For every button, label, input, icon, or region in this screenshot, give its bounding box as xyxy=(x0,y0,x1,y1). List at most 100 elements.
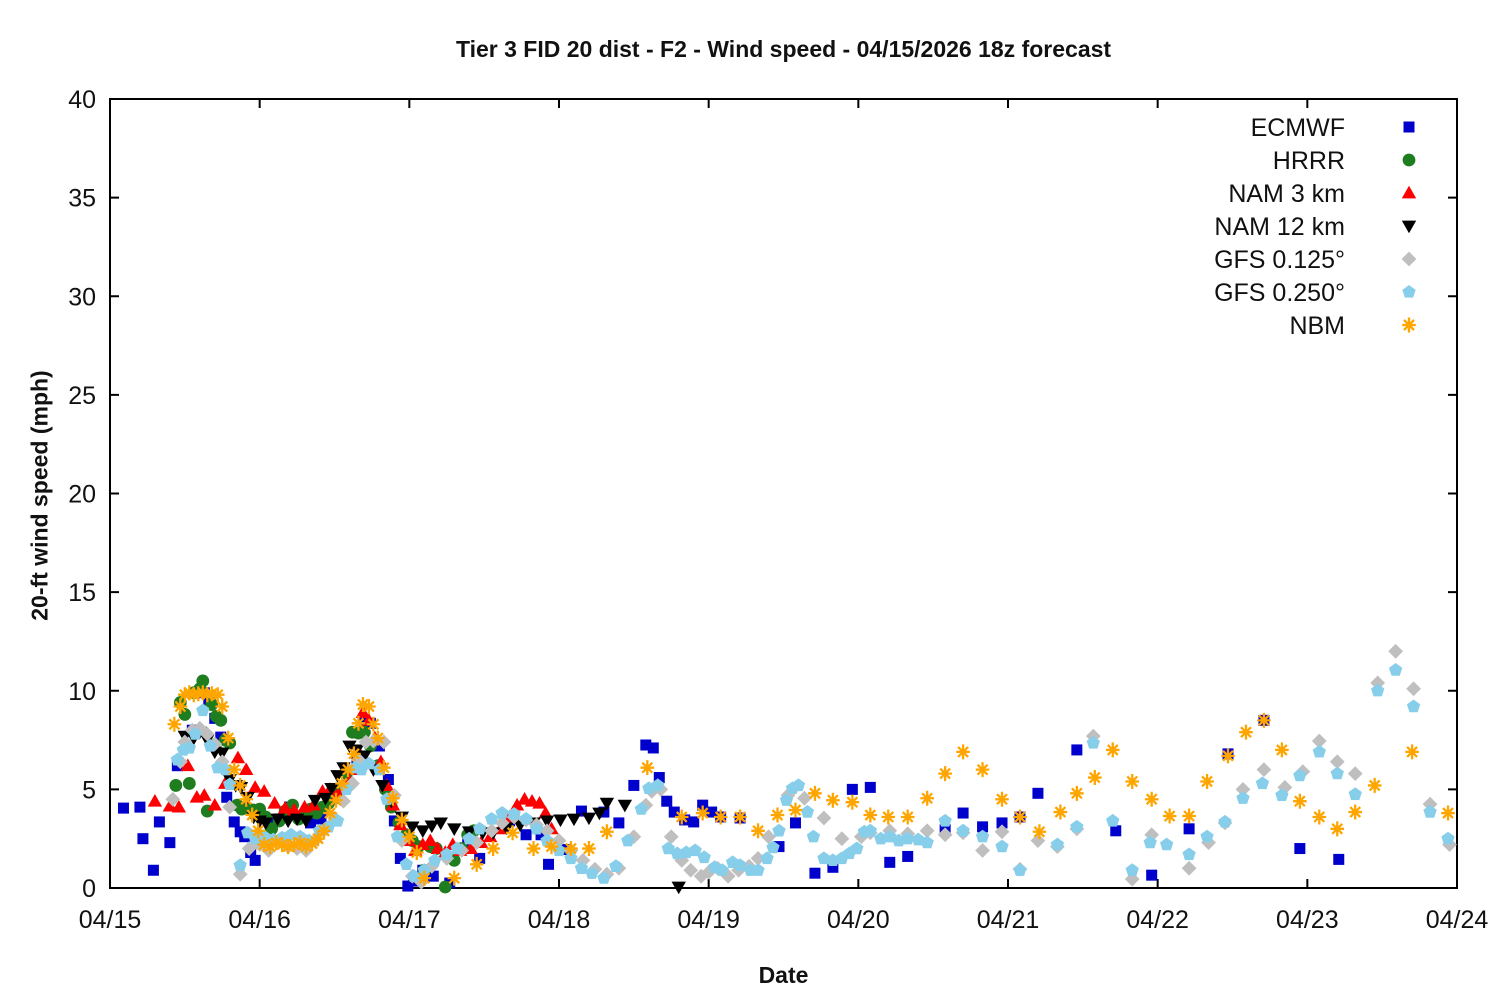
data-point xyxy=(203,738,217,752)
data-point xyxy=(574,861,589,874)
data-point xyxy=(529,821,544,835)
data-point xyxy=(199,726,215,742)
data-point xyxy=(162,798,178,812)
data-point xyxy=(233,858,247,871)
x-tick-label: 04/16 xyxy=(228,906,291,934)
data-point xyxy=(153,816,165,828)
data-point xyxy=(261,843,277,858)
data-point xyxy=(178,687,192,703)
data-point xyxy=(323,805,337,821)
data-point xyxy=(834,831,850,847)
data-point xyxy=(863,807,878,823)
y-tick-label: 25 xyxy=(68,382,96,410)
data-point xyxy=(1329,754,1345,770)
data-point xyxy=(1293,793,1307,809)
data-point xyxy=(256,784,272,797)
data-point xyxy=(526,841,541,857)
data-point xyxy=(230,750,246,764)
data-point xyxy=(410,844,424,860)
data-point xyxy=(816,810,832,826)
data-point xyxy=(1070,785,1084,801)
data-point xyxy=(846,783,858,795)
legend: ECMWF HRRR NAM 3 km NAM 12 km GFS 0.125° GFS … xyxy=(1214,114,1417,340)
data-point xyxy=(324,782,339,796)
data-point xyxy=(1257,712,1271,728)
data-point xyxy=(688,816,700,828)
data-point xyxy=(975,843,990,858)
data-point xyxy=(386,790,400,806)
data-point xyxy=(791,778,806,792)
data-point xyxy=(751,863,765,876)
data-point xyxy=(1032,824,1047,840)
data-point xyxy=(827,861,839,873)
data-point xyxy=(147,864,159,876)
data-point xyxy=(1125,773,1140,789)
data-point xyxy=(293,835,307,851)
data-point xyxy=(1182,808,1196,824)
data-point xyxy=(233,777,248,793)
data-point xyxy=(1201,835,1216,851)
data-point xyxy=(597,871,611,884)
data-point xyxy=(600,824,614,840)
data-point xyxy=(171,799,187,813)
data-point xyxy=(415,837,431,851)
data-point xyxy=(760,851,774,865)
data-point xyxy=(996,817,1008,829)
data-point xyxy=(581,812,597,826)
data-point xyxy=(535,829,547,841)
data-point xyxy=(640,760,655,776)
data-point xyxy=(180,758,196,772)
data-point xyxy=(196,674,210,688)
data-point xyxy=(617,799,633,813)
data-point xyxy=(683,862,699,878)
data-point xyxy=(375,780,390,793)
data-point xyxy=(671,881,686,895)
data-point xyxy=(789,817,801,829)
data-point xyxy=(311,831,325,847)
data-point xyxy=(329,792,343,808)
data-point xyxy=(251,823,265,839)
data-point xyxy=(462,831,476,845)
data-point xyxy=(287,837,301,853)
data-point xyxy=(197,788,212,801)
x-tick-label: 04/23 xyxy=(1276,906,1339,934)
data-point xyxy=(1256,762,1272,778)
data-point xyxy=(347,746,361,762)
y-tick-label: 40 xyxy=(68,86,96,114)
data-point xyxy=(751,823,765,839)
data-point xyxy=(495,806,509,819)
data-point xyxy=(938,813,952,827)
data-point xyxy=(715,863,729,876)
data-point xyxy=(920,790,934,806)
data-point xyxy=(902,850,914,862)
data-point xyxy=(733,809,747,825)
data-point xyxy=(438,880,452,894)
data-point xyxy=(473,821,487,835)
data-point xyxy=(469,856,484,872)
data-point xyxy=(1441,831,1455,845)
data-point xyxy=(407,869,421,882)
data-point xyxy=(520,829,532,841)
data-point xyxy=(494,815,510,831)
data-point xyxy=(640,739,652,751)
legend-label-ecmwf: ECMWF xyxy=(1251,114,1345,142)
data-point xyxy=(800,805,815,818)
legend-label-gfs-0-125-: GFS 0.125° xyxy=(1214,246,1345,274)
y-tick-label: 15 xyxy=(68,579,96,607)
x-tick-label: 04/21 xyxy=(977,906,1040,934)
data-point xyxy=(539,815,555,829)
data-point xyxy=(351,715,366,731)
data-point xyxy=(298,815,314,829)
data-point xyxy=(221,791,233,803)
data-point xyxy=(1312,744,1326,758)
series-gfs-0-125- xyxy=(165,643,1457,890)
data-point xyxy=(1423,805,1437,818)
data-point xyxy=(1144,791,1159,807)
data-point xyxy=(544,839,559,855)
data-point xyxy=(532,795,547,809)
data-point xyxy=(1146,869,1158,881)
data-point xyxy=(505,825,520,841)
data-point xyxy=(228,816,240,828)
y-tick-label: 10 xyxy=(68,678,96,706)
data-point xyxy=(427,870,439,882)
